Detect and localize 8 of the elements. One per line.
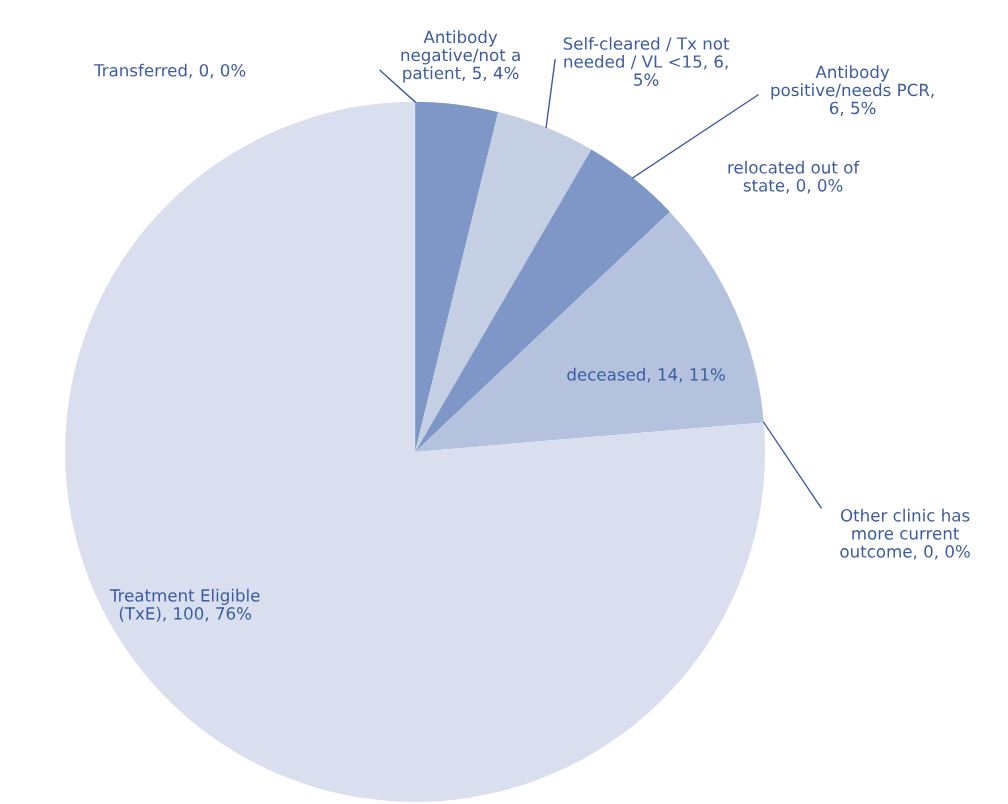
slice-label: Treatment Eligible (TxE), 100, 76% bbox=[109, 588, 260, 622]
category-label: relocated out of state, 0, 0% bbox=[728, 160, 860, 194]
slice-label: Antibody negative/not a patient, 5, 4% bbox=[401, 30, 520, 83]
category-label: Other clinic has more current outcome, 0, 0% bbox=[840, 508, 970, 560]
slice-label: Self-cleared / Tx not needed / VL <15, 6, 5% bbox=[563, 36, 730, 86]
category-label: Transferred, 0, 0% bbox=[93, 63, 246, 79]
slice-label: deceased, 14, 11% bbox=[567, 367, 725, 383]
slice-label: Antibody positive/needs PCR, 6, 5% bbox=[771, 65, 934, 116]
